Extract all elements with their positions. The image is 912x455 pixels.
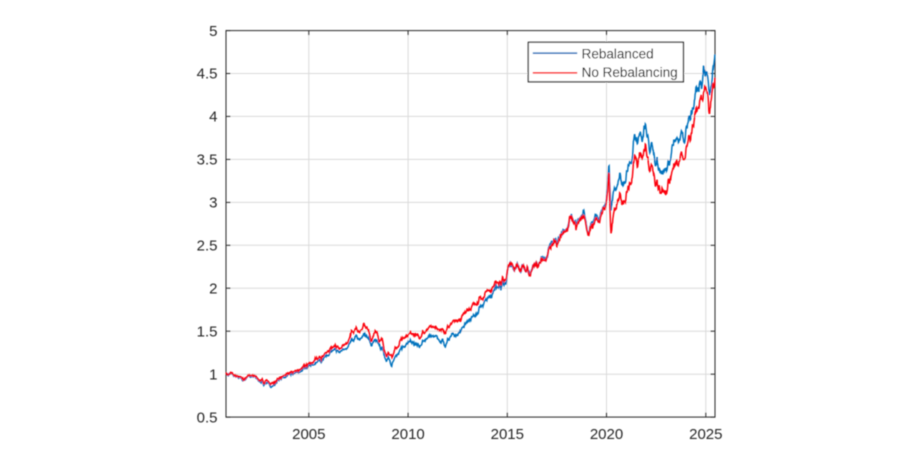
svg-text:2.5: 2.5: [197, 238, 218, 255]
svg-text:4: 4: [209, 109, 217, 126]
svg-text:4.5: 4.5: [197, 66, 218, 83]
svg-text:1: 1: [209, 366, 217, 383]
svg-text:3: 3: [209, 195, 217, 212]
svg-text:0.5: 0.5: [197, 409, 218, 426]
svg-text:2015: 2015: [491, 426, 524, 443]
svg-text:2020: 2020: [590, 426, 623, 443]
svg-text:5: 5: [209, 23, 217, 40]
svg-text:1.5: 1.5: [197, 323, 218, 340]
svg-text:No Rebalancing: No Rebalancing: [582, 65, 678, 80]
svg-text:3.5: 3.5: [197, 152, 218, 169]
svg-text:2: 2: [209, 280, 217, 297]
svg-text:2025: 2025: [689, 426, 722, 443]
svg-text:2005: 2005: [292, 426, 325, 443]
svg-text:2010: 2010: [391, 426, 424, 443]
svg-text:Rebalanced: Rebalanced: [582, 47, 654, 62]
